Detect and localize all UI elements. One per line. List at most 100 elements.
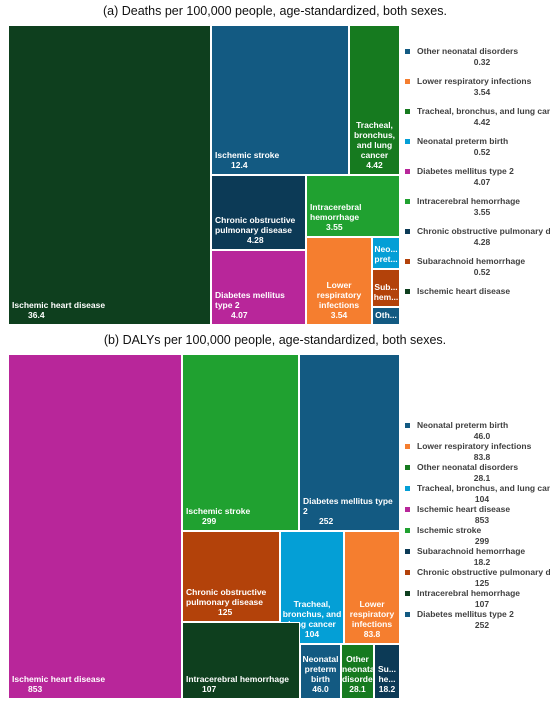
legend-name: Chronic obstructive pulmonary disease <box>417 226 550 236</box>
tile-label: Ischemic stroke 12.4 <box>215 150 346 170</box>
treemap-tile: Chronic obstructive pulmonary disease 125 <box>182 531 280 622</box>
legend-value: 83.8 <box>473 452 491 462</box>
legend-value: 104 <box>474 494 490 504</box>
treemap-tile: Tracheal, bronchus, and lung cancer 4.42 <box>349 25 400 175</box>
tile-label: Ischemic stroke 299 <box>186 506 296 526</box>
tile-label: Ischemic heart disease 36.4 <box>12 300 208 320</box>
tile-label: Su... he... 18.2 <box>378 664 396 694</box>
treemap-tile: Intracerebral hemorrhage 3.55 <box>306 175 400 237</box>
legend-name: Intracerebral hemorrhage <box>417 588 520 598</box>
legend-value: 4.42 <box>473 117 491 127</box>
legend-swatch <box>405 199 410 204</box>
legend-value: 18.2 <box>473 557 491 567</box>
legend-name: Chronic obstructive pulmonary disease <box>417 567 550 577</box>
legend-name: Subarachnoid hemorrhage <box>417 546 526 556</box>
legend-name: Neonatal preterm birth <box>417 420 509 430</box>
legend-value: 125 <box>474 578 490 588</box>
tile-name: Chronic obstructive pulmonary disease <box>215 215 296 235</box>
chart-a-title: (a) Deaths per 100,000 people, age-stand… <box>103 4 447 18</box>
treemap-tile: Chronic obstructive pulmonary disease 4.2… <box>211 175 306 250</box>
legend-name: Ischemic stroke <box>417 525 482 535</box>
tile-name: Intracerebral hemorrhage <box>186 674 289 684</box>
legend-value: 46.0 <box>473 431 491 441</box>
legend-swatch <box>405 591 410 596</box>
legend-name: Intracerebral hemorrhage <box>417 196 520 206</box>
treemap-tile: Su... he... 18.2 <box>374 644 400 699</box>
legend-name: Ischemic heart disease <box>417 286 511 296</box>
treemap-deaths: Ischemic heart disease 36.4 Ischemic strok… <box>8 25 400 325</box>
tile-label: Intracerebral hemorrhage 3.55 <box>310 202 397 232</box>
legend-value: 28.1 <box>473 473 491 483</box>
tile-label: Diabetes mellitus type 2 4.07 <box>215 290 303 320</box>
tile-name: Diabetes mellitus type 2 <box>303 496 393 516</box>
legend-swatch <box>405 423 410 428</box>
legend-swatch <box>405 139 410 144</box>
tile-value: 299 <box>202 516 217 526</box>
tile-name: Diabetes mellitus type 2 <box>215 290 285 310</box>
treemap-tile: Oth... <box>372 307 400 325</box>
tile-label: Intracerebral hemorrhage 107 <box>186 674 297 694</box>
legend-swatch <box>405 528 410 533</box>
legend-value: 4.28 <box>473 237 491 247</box>
legend-name: Other neonatal disorders <box>417 46 519 56</box>
legend-swatch <box>405 465 410 470</box>
legend-swatch <box>405 507 410 512</box>
legend-swatch <box>405 109 410 114</box>
legend-value: 4.07 <box>473 177 491 187</box>
treemap-tile: Diabetes mellitus type 2 4.07 <box>211 250 306 325</box>
tile-label: Lower respiratory infections 3.54 <box>316 280 362 320</box>
treemap-tile: Tracheal, bronchus, and lung cancer 104 <box>280 531 344 644</box>
treemap-tile: Other neonatal disorders 28.1 <box>341 644 374 699</box>
tile-value: 12.4 <box>231 160 248 170</box>
tile-label: Sub... hem... <box>373 282 399 302</box>
tile-name: Ischemic stroke <box>186 506 251 516</box>
legend-name: Diabetes mellitus type 2 <box>417 166 514 176</box>
treemap-tile: Intracerebral hemorrhage 107 <box>182 622 300 699</box>
legend-swatch <box>405 549 410 554</box>
legend-swatch <box>405 79 410 84</box>
legend-value: 0.52 <box>473 267 491 277</box>
legend-name: Lower respiratory infections <box>417 76 532 86</box>
tile-label: Ischemic heart disease 853 <box>12 674 179 694</box>
chart-b-title: (b) DALYs per 100,000 people, age-standa… <box>103 333 447 347</box>
tile-value: 3.55 <box>326 222 343 232</box>
tile-value: 4.28 <box>247 235 264 245</box>
treemap-tile: Ischemic stroke 12.4 <box>211 25 349 175</box>
tile-label: Neonatal preterm birth 46.0 <box>302 654 339 694</box>
legend-swatch <box>405 259 410 264</box>
legend-value: 3.54 <box>473 87 491 97</box>
legend-swatch <box>405 486 410 491</box>
legend-value: 299 <box>474 536 490 546</box>
legend-name: Neonatal preterm birth <box>417 136 509 146</box>
legend-swatch <box>405 612 410 617</box>
treemap-tile: Lower respiratory infections 3.54 <box>306 237 372 325</box>
tile-label: Chronic obstructive pulmonary disease 125 <box>186 587 277 617</box>
treemap-tile: Ischemic heart disease 853 <box>8 354 182 699</box>
tile-name: Ischemic heart disease <box>12 674 106 684</box>
legend-value: 0.52 <box>473 147 491 157</box>
tile-name: Ischemic stroke <box>215 150 280 160</box>
legend-value: 3.55 <box>473 207 491 217</box>
tile-value: 107 <box>202 684 217 694</box>
tile-value: 125 <box>218 607 233 617</box>
legend-name: Diabetes mellitus type 2 <box>417 609 514 619</box>
legend-name: Tracheal, bronchus, and lung cancer <box>417 106 550 116</box>
treemap-tile: Ischemic heart disease 36.4 <box>8 25 211 325</box>
legend-swatch <box>405 289 410 294</box>
tile-label: Oth... <box>375 310 397 320</box>
legend-swatch <box>405 444 410 449</box>
tile-label: Neo... pret... <box>374 244 398 264</box>
legend-name: Subarachnoid hemorrhage <box>417 256 526 266</box>
legend-swatch <box>405 49 410 54</box>
legend-value: 107 <box>474 599 490 609</box>
treemap-tile: Ischemic stroke 299 <box>182 354 299 531</box>
tile-label: Lower respiratory infections 83.8 <box>349 599 395 639</box>
legend-name: Tracheal, bronchus, and lung cancer <box>417 483 550 493</box>
legend-swatch <box>405 169 410 174</box>
tile-value: 252 <box>319 516 334 526</box>
tile-name: Ischemic heart disease <box>12 300 106 310</box>
legend-name: Lower respiratory infections <box>417 441 532 451</box>
legend-dalys: Neonatal preterm birth 46.0 Lower respirat… <box>405 420 550 630</box>
treemap-tile: Lower respiratory infections 83.8 <box>344 531 400 644</box>
treemap-tile: Neonatal preterm birth 46.0 <box>300 644 341 699</box>
